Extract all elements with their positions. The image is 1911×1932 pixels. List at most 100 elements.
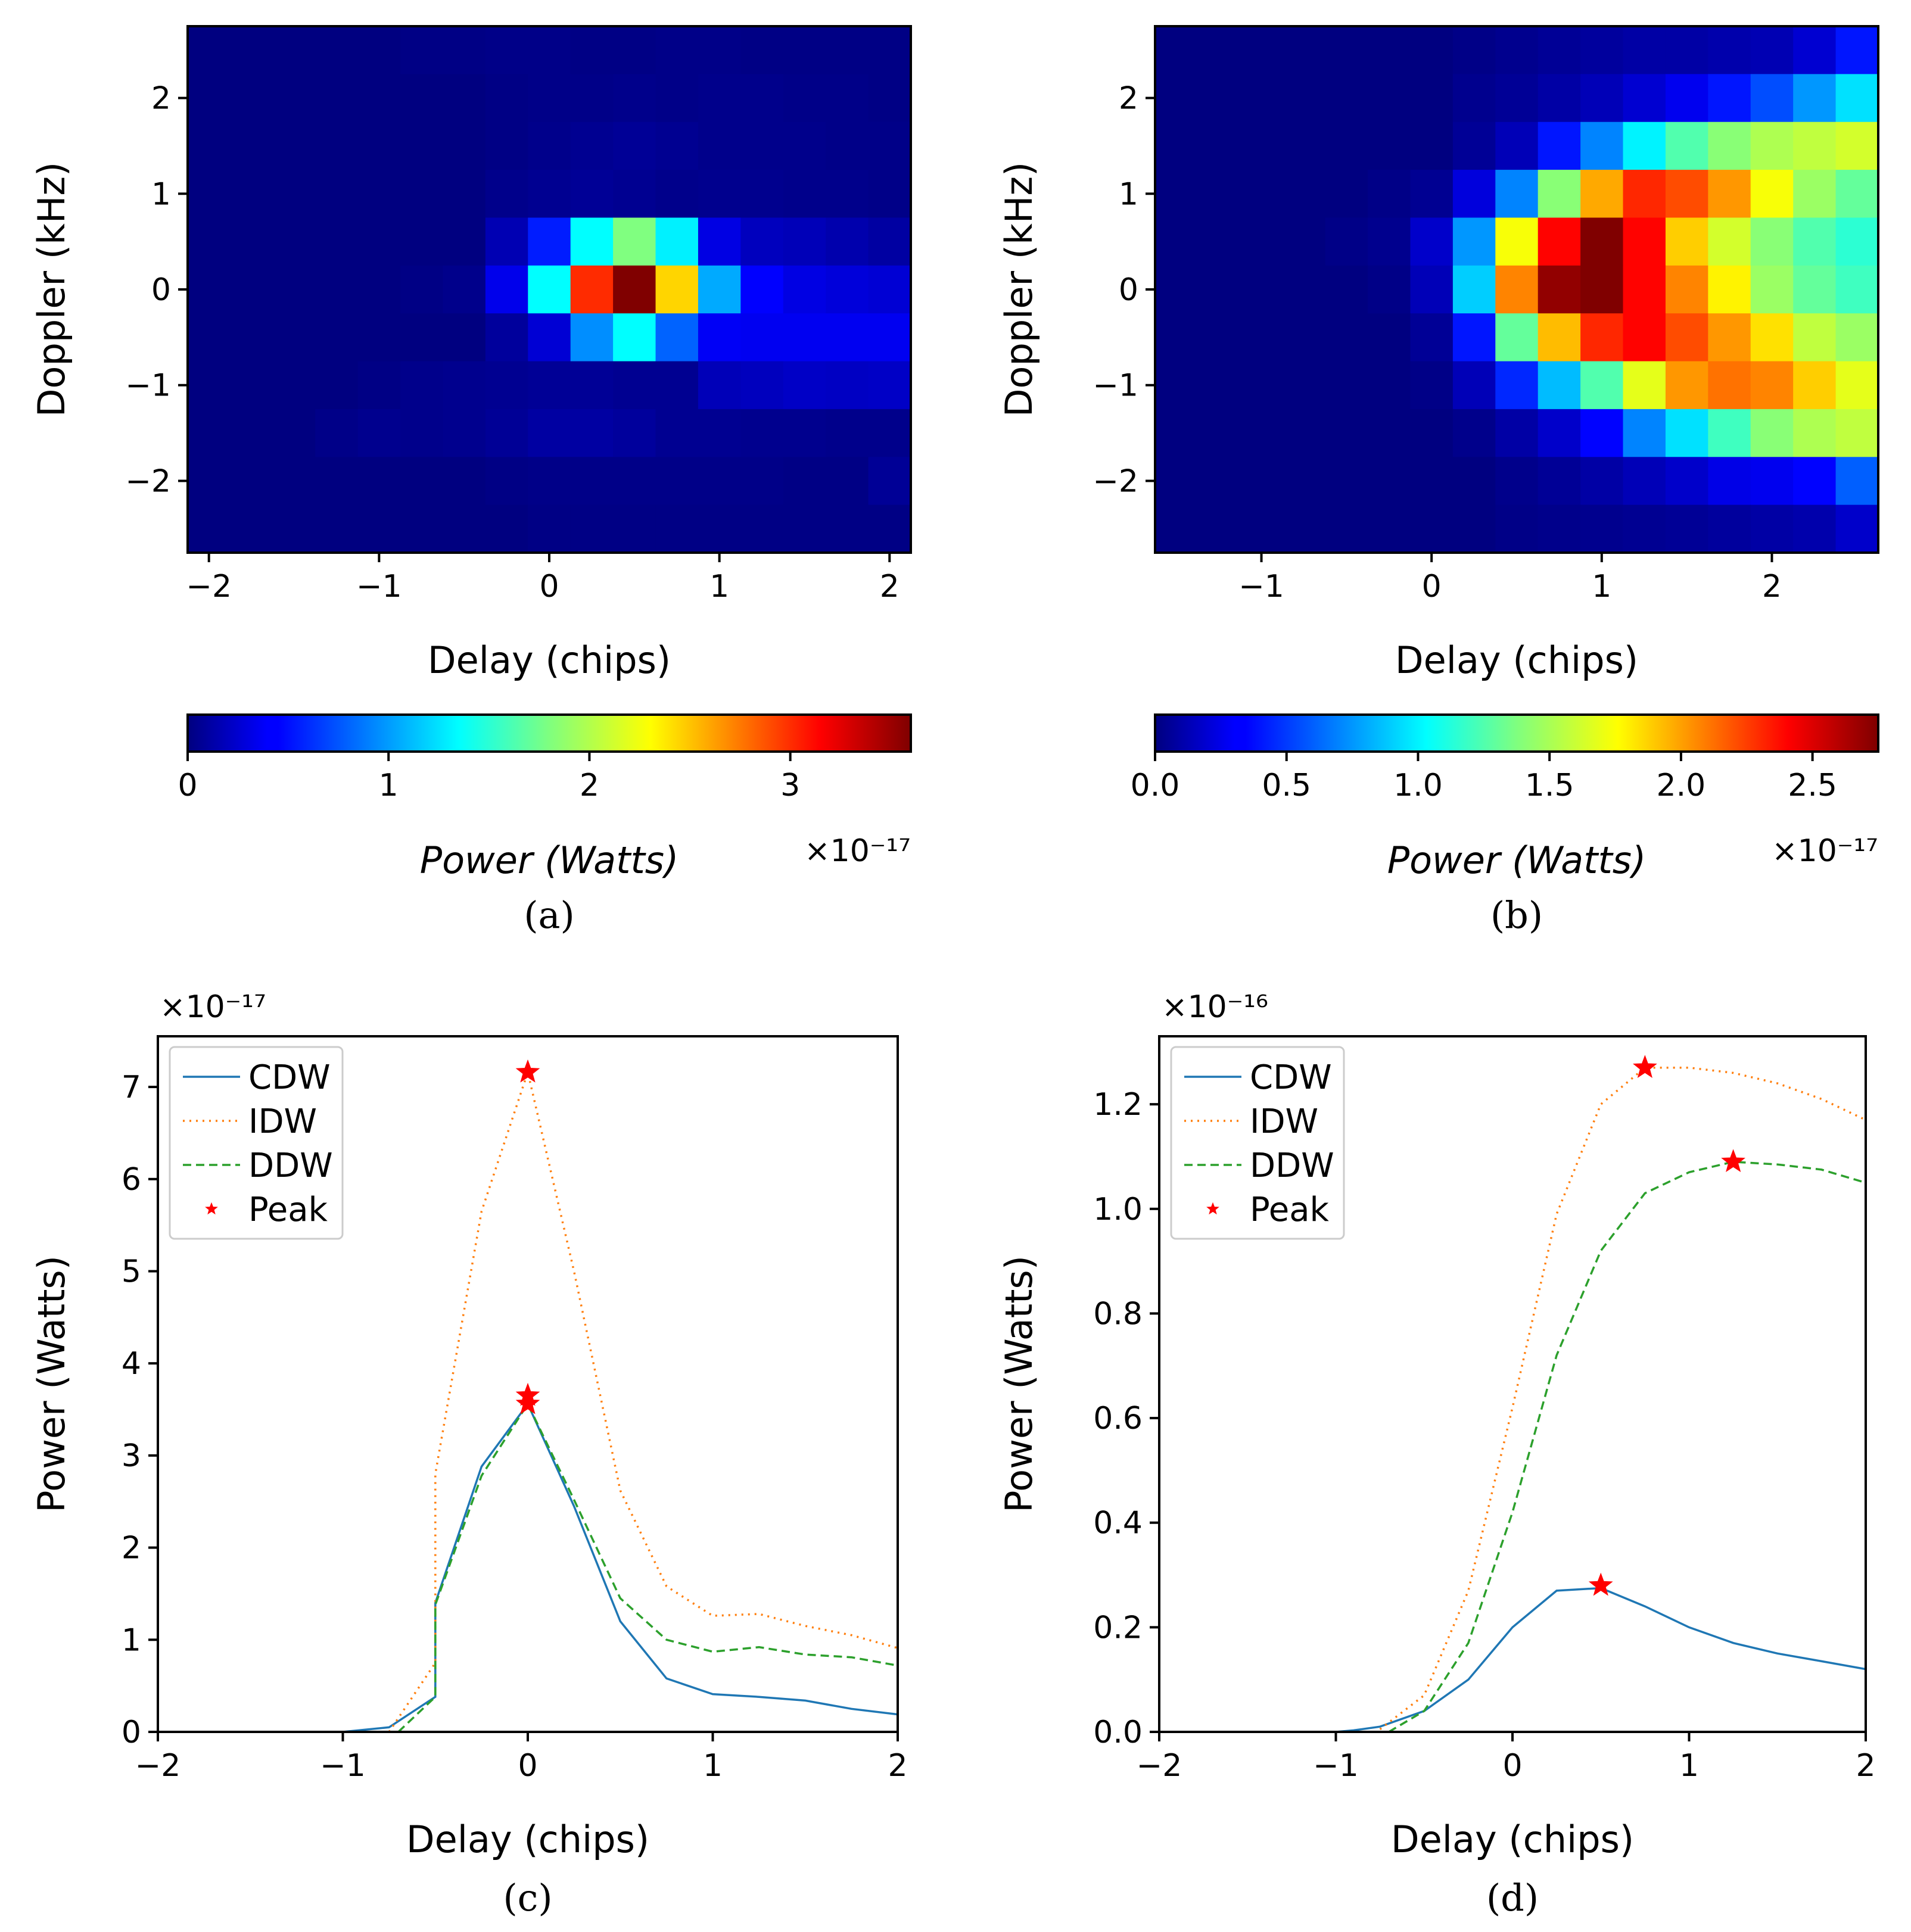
heatmap-a-cell: [570, 265, 614, 314]
x-tick-label: 2: [1856, 1748, 1875, 1784]
series-idw-line: [388, 1068, 898, 1732]
heatmap-b-cell: [1368, 504, 1411, 553]
x-tick-label: 2: [888, 1748, 907, 1784]
heatmap-b-cell: [1708, 217, 1751, 266]
x-tick-label: 2: [880, 569, 900, 604]
heatmap-a-cell: [400, 265, 444, 314]
heatmap-a-cell: [655, 26, 699, 74]
heatmap-b-cell: [1708, 313, 1751, 362]
heatmap-a-cell: [528, 217, 571, 266]
heatmap-a-cell: [826, 265, 869, 314]
heatmap-a-cell: [740, 265, 784, 314]
heatmap-b-cell: [1623, 121, 1666, 170]
y-tick-label: 0.8: [1093, 1296, 1143, 1332]
peak-marker: [1721, 1149, 1745, 1173]
heatmap-a-cell: [740, 170, 784, 219]
heatmap-b-cell: [1580, 170, 1624, 219]
series-ddw-line: [397, 1401, 898, 1733]
colorbar-a-ticks: 0 1 2 3: [178, 752, 800, 803]
heatmap-a-cell: [783, 504, 826, 553]
heatmap-b-cell: [1452, 265, 1496, 314]
heatmap-a-cell: [400, 457, 444, 506]
legend-swatch-peak: [205, 1202, 218, 1215]
heatmap-a-cell: [357, 457, 401, 506]
heatmap-a-cell: [188, 26, 231, 74]
panel-a-heatmap: −2 −1 0 1 2 2 1 0 −1 −2 Delay (chips) Doppler (k…: [30, 25, 912, 937]
heatmap-b-cell: [1835, 74, 1879, 123]
heatmap-b-cell: [1580, 121, 1624, 170]
y-tick-label: −1: [125, 368, 171, 404]
heatmap-a-cell: [570, 457, 614, 506]
heatmap-b-cell: [1197, 26, 1241, 74]
heatmap-b-cell: [1835, 504, 1879, 553]
heatmap-b-cell: [1708, 74, 1751, 123]
heatmap-a-cell: [698, 121, 741, 170]
heatmap-a-cell: [485, 361, 528, 410]
heatmap-b-cell: [1793, 170, 1837, 219]
panel-d-line-chart: −2 −1 0 1 2 0.0 0.2 0.4 0.6 0.8 1.0 1.2 ×10⁻¹⁶ CDW…: [997, 989, 1876, 1919]
y-tick-label: −2: [1093, 463, 1138, 499]
heatmap-b-cell: [1155, 504, 1199, 553]
heatmap-b-cell: [1325, 26, 1368, 74]
heatmap-b-cell: [1240, 361, 1283, 410]
heatmap-a-cell: [485, 265, 528, 314]
heatmap-a-cell: [400, 74, 444, 123]
heatmap-b-cell: [1368, 26, 1411, 74]
heatmap-b-cell: [1835, 170, 1879, 219]
heatmap-b-cell: [1665, 74, 1708, 123]
legend-label-peak: Peak: [248, 1191, 328, 1229]
x-tick-label: −2: [186, 569, 232, 604]
heatmap-a-y-ticks: 2 1 0 −1 −2: [125, 81, 188, 499]
line-c-x-ticks: −2 −1 0 1 2: [135, 1732, 908, 1784]
heatmap-a-cell: [443, 361, 486, 410]
heatmap-a-cell: [698, 504, 741, 553]
heatmap-b-cell: [1368, 361, 1411, 410]
heatmap-b-cell: [1410, 74, 1454, 123]
heatmap-b-cell: [1283, 409, 1326, 457]
heatmap-a-cell: [230, 361, 273, 410]
legend-label-ddw: DDW: [248, 1146, 333, 1185]
heatmap-b-cell: [1835, 121, 1879, 170]
heatmap-a-cell: [783, 170, 826, 219]
y-tick-label: 0.4: [1093, 1506, 1143, 1541]
heatmap-b-cell: [1325, 409, 1368, 457]
colorbar-b-offset: ×10⁻¹⁷: [1772, 833, 1878, 869]
heatmap-a-cell: [783, 265, 826, 314]
heatmap-a-cell: [783, 361, 826, 410]
heatmap-a-cell: [783, 217, 826, 266]
heatmap-b-cell: [1537, 170, 1581, 219]
heatmap-a-cell: [528, 26, 571, 74]
heatmap-a-cell: [315, 457, 359, 506]
heatmap-a-cell: [443, 409, 486, 457]
y-tick-label: 1.2: [1093, 1087, 1143, 1123]
y-tick-label: 2: [151, 81, 171, 117]
heatmap-b-cell: [1537, 457, 1581, 506]
heatmap-b-cell: [1793, 409, 1837, 457]
heatmap-b-cell: [1155, 74, 1199, 123]
heatmap-b-cell: [1793, 26, 1837, 74]
heatmap-a-cell: [188, 313, 231, 362]
heatmap-b-cell: [1495, 361, 1539, 410]
x-tick-label: 0: [1422, 569, 1442, 604]
y-tick-label: 5: [122, 1254, 141, 1289]
heatmap-a-cell: [655, 170, 699, 219]
x-tick-label: −2: [135, 1748, 181, 1784]
heatmap-b-cell: [1452, 170, 1496, 219]
line-d-y-ticks: 0.0 0.2 0.4 0.6 0.8 1.0 1.2: [1093, 1087, 1159, 1750]
y-tick-label: 0.2: [1093, 1610, 1143, 1646]
heatmap-a-cell: [613, 121, 656, 170]
heatmap-b-cell: [1835, 217, 1879, 266]
colorbar-tick-label: 1.0: [1393, 768, 1443, 803]
heatmap-b-cell: [1708, 361, 1751, 410]
heatmap-a-cell: [698, 265, 741, 314]
heatmap-a-cell: [570, 170, 614, 219]
heatmap-a-cell: [357, 409, 401, 457]
heatmap-b-cell: [1410, 26, 1454, 74]
heatmap-a-cell: [613, 265, 656, 314]
heatmap-a-cell: [613, 26, 656, 74]
line-c-series: [343, 1068, 898, 1733]
series-ddw-line: [1388, 1161, 1866, 1733]
heatmap-b-cell: [1835, 265, 1879, 314]
heatmap-a-cell: [272, 313, 316, 362]
colorbar-a-label: Power (Watts): [420, 839, 679, 882]
